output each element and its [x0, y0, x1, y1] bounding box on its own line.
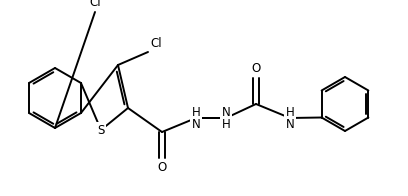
Text: O: O — [157, 161, 166, 174]
Text: H
N: H N — [192, 105, 200, 131]
Text: Cl: Cl — [89, 0, 101, 9]
Text: Cl: Cl — [150, 37, 162, 50]
Text: O: O — [251, 62, 261, 75]
Text: H
N: H N — [286, 105, 295, 131]
Text: S: S — [98, 123, 105, 136]
Text: N
H: N H — [222, 105, 231, 131]
